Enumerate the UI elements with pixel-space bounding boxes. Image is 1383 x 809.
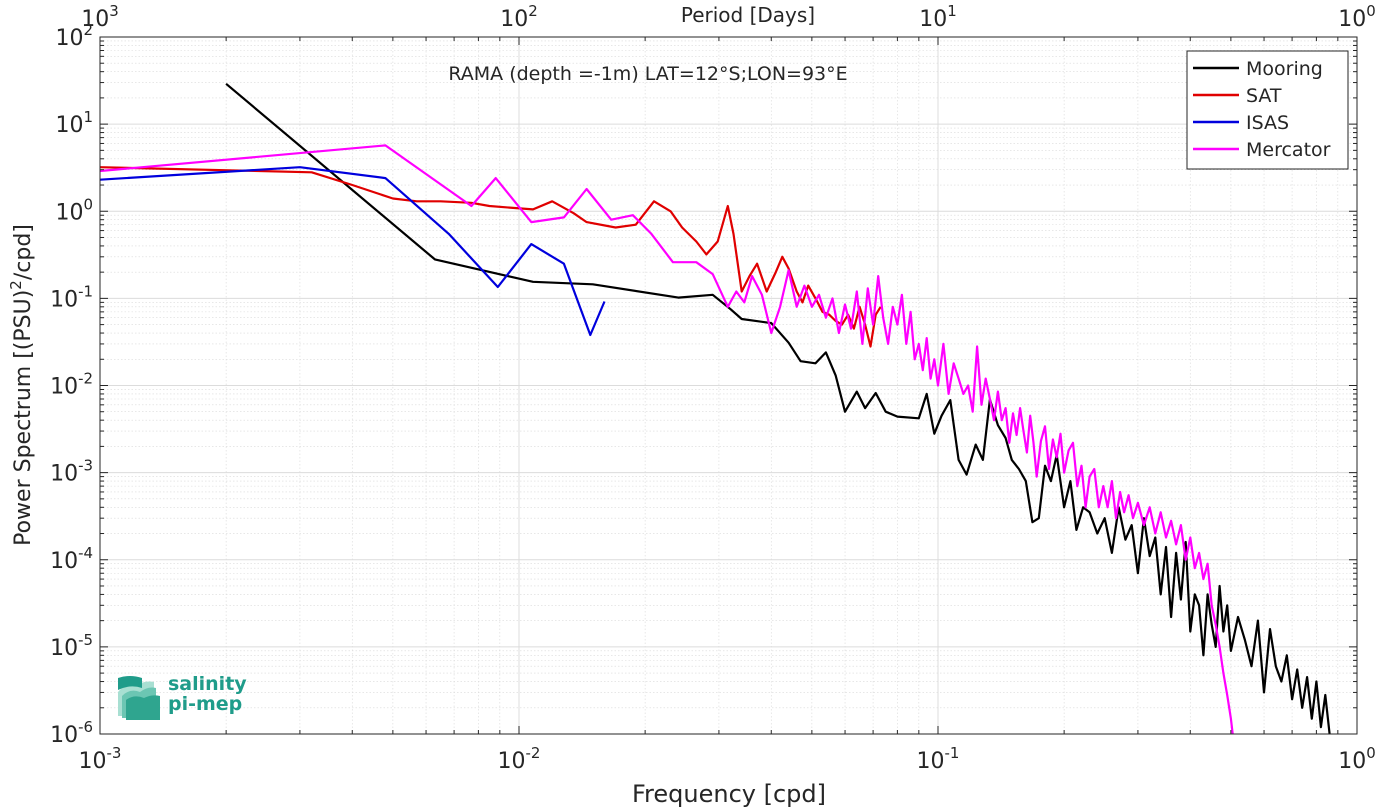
tick-labels: 10-3 10-2 10-1 100 10-6 10-5 10-4 10-3 10-2 10-1 1… [50,2,1376,774]
x-tick-label: 100 [1338,744,1376,774]
logo-line-1: salinity [168,673,247,695]
axis-ticks [99,36,1358,735]
logo-line-2: pi-mep [168,693,243,715]
y-tick-label: 102 [55,21,93,51]
y-tick-label: 10-4 [50,544,93,574]
series-layer [99,82,1331,735]
y-tick-label: 10-2 [50,370,93,400]
y-tick-label: 100 [55,195,93,225]
minor-grid [100,37,1357,734]
x-axis-label: Frequency [cpd] [632,780,826,808]
y-tick-label: 101 [55,108,93,138]
legend: Mooring SAT ISAS Mercator [1186,50,1349,170]
y-tick-label: 10-6 [50,718,93,748]
y-tick-label: 10-1 [50,282,93,312]
legend-label-isas: ISAS [1246,112,1289,134]
y-axis-label: Power Spectrum [(PSU)2/cpd] [7,224,36,546]
wave-logo-icon [118,676,160,720]
top-tick-label: 103 [81,2,119,32]
series-line-mercator [99,144,1234,735]
top-tick-label: 102 [500,2,538,32]
chart-title: RAMA (depth =-1m) LAT=12°S;LON=93°E [448,63,847,85]
legend-label-mercator: Mercator [1246,139,1331,161]
top-axis-label: Period [Days] [681,3,815,27]
x-tick-label: 10-3 [79,744,122,774]
top-tick-label: 101 [919,2,957,32]
legend-label-mooring: Mooring [1246,58,1323,80]
legend-label-sat: SAT [1246,85,1282,107]
x-tick-label: 10-1 [917,744,960,774]
salinity-pi-mep-logo: salinity pi-mep [116,672,256,722]
top-tick-label: 100 [1338,2,1376,32]
logo-text: salinity pi-mep [168,674,247,714]
series-line-mooring [225,82,1331,735]
y-tick-label: 10-3 [50,457,93,487]
series-line-isas [99,166,606,337]
y-tick-label: 10-5 [50,631,93,661]
x-tick-label: 10-2 [498,744,541,774]
